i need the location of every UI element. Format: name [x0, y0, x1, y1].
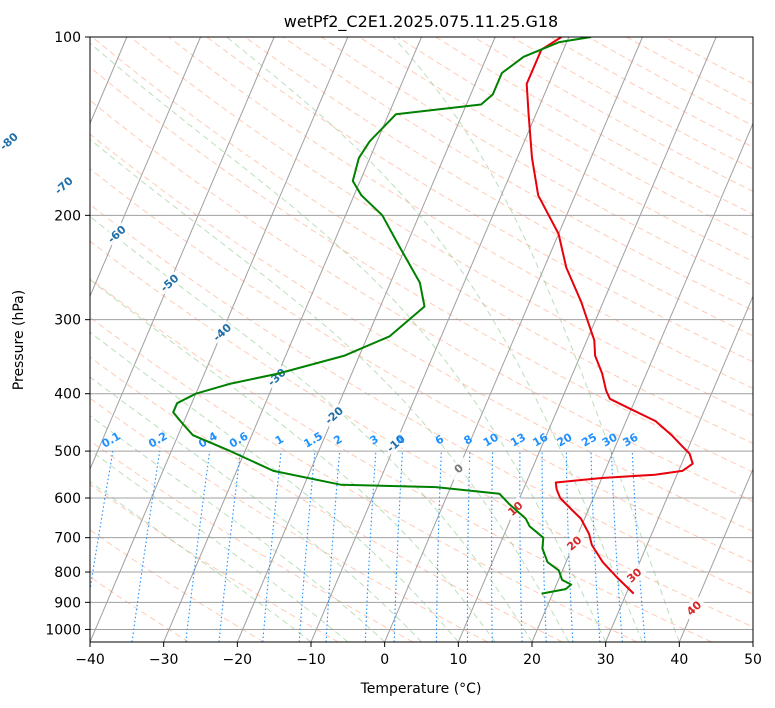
- y-tick-label: 900: [54, 595, 81, 611]
- x-tick-label: −20: [223, 652, 253, 668]
- isotherm-label-bg: [0, 128, 22, 154]
- isotherm-label-bg: [50, 172, 77, 198]
- dewpoint-profile-line: [172, 37, 592, 595]
- moist-adiabat: [90, 138, 570, 642]
- dry-adiabat: [282, 37, 753, 312]
- isotherm-label-bg: [680, 595, 707, 621]
- isotherm-line: [90, 37, 201, 298]
- x-tick-label: 10: [449, 652, 467, 668]
- isotherm-label-bg: [156, 270, 183, 296]
- isotherm-label-bg: [621, 562, 647, 588]
- y-tick-label: 600: [54, 491, 81, 507]
- mixing-ratio-line: [131, 451, 161, 642]
- mixing-ratio-line: [262, 451, 282, 642]
- isotherm-line: [752, 640, 753, 642]
- isotherm-label-bg: [209, 319, 235, 345]
- moist-adiabat: [392, 37, 680, 642]
- x-tick-label: 0: [380, 652, 389, 668]
- mixing-ratio-line: [631, 451, 646, 642]
- plot-frame: [89, 36, 754, 643]
- y-tick-label: 400: [54, 387, 81, 403]
- isotherm-label-bg: [103, 221, 130, 247]
- dry-adiabat: [90, 356, 563, 642]
- isotherm-line: [310, 37, 570, 642]
- isotherm-label-bg: [321, 402, 347, 428]
- y-tick-label: 500: [54, 444, 81, 460]
- isotherm-line: [384, 37, 643, 642]
- x-tick-label: 40: [670, 652, 688, 668]
- mixing-ratio-line: [298, 451, 316, 642]
- isotherm-label: -80: [0, 130, 21, 153]
- isotherm-line: [90, 37, 275, 471]
- y-tick-label: 100: [54, 30, 81, 46]
- y-tick-label: 1000: [45, 622, 81, 638]
- isotherm-line: [163, 37, 422, 642]
- isotherm-label-bg: [263, 364, 290, 390]
- isotherm-label-bg: [561, 530, 587, 556]
- y-axis-title: Pressure (hPa): [11, 290, 27, 390]
- x-tick-label: 20: [523, 652, 541, 668]
- dry-adiabat: [168, 37, 753, 389]
- isotherm-line: [678, 467, 753, 642]
- dry-adiabat: [90, 133, 753, 533]
- x-axis-ticks: −40 −30 −20 −10 0 10 20 30 40 50: [75, 642, 762, 668]
- moist-adiabat: [90, 449, 349, 642]
- dry-adiabat: [90, 529, 264, 642]
- mixing-ratio-line: [90, 451, 114, 594]
- y-axis-ticks: 100 200 300 400 500 600 700 800 900 1000: [45, 30, 90, 638]
- moist-adiabat: [90, 415, 386, 642]
- isotherm-line: [236, 37, 496, 642]
- moist-adiabat: [90, 215, 533, 642]
- moist-adiabat: [90, 279, 496, 642]
- dry-adiabat: [244, 37, 753, 337]
- dry-adiabat: [90, 203, 753, 595]
- chart-title: wetPf2_C2E1.2025.075.11.25.G18: [284, 12, 558, 32]
- isotherm-label: -70: [52, 174, 76, 197]
- x-tick-label: −10: [296, 652, 326, 668]
- moist-adiabat: [90, 376, 422, 642]
- plot-area: [90, 37, 753, 642]
- mixing-ratio-line: [185, 451, 211, 642]
- dry-adiabat: [90, 483, 339, 642]
- dry-adiabat: [130, 37, 753, 417]
- moist-adiabat: [90, 331, 459, 642]
- x-tick-label: −30: [149, 652, 179, 668]
- dry-adiabat: [90, 99, 753, 502]
- x-tick-label: 50: [744, 652, 762, 668]
- y-tick-label: 300: [54, 313, 81, 329]
- y-tick-label: 800: [54, 565, 81, 581]
- mixing-ratio-line: [218, 451, 242, 642]
- y-tick-label: 700: [54, 531, 81, 547]
- dry-adiabat: [91, 37, 753, 445]
- x-tick-label: −40: [75, 652, 105, 668]
- isotherm-label-bg: [445, 455, 472, 482]
- isotherm-line: [605, 295, 753, 642]
- isotherm-line: [457, 37, 717, 642]
- x-tick-label: 30: [597, 652, 615, 668]
- profile-lines: [172, 37, 694, 595]
- x-axis-title: Temperature (°C): [360, 681, 482, 697]
- temperature-profile-line: [525, 37, 694, 595]
- y-tick-label: 200: [54, 208, 81, 224]
- moist-adiabat: [90, 42, 607, 642]
- dry-adiabat: [90, 316, 638, 642]
- isotherm-label-bg: [382, 430, 409, 456]
- moist-adiabat: [226, 37, 643, 642]
